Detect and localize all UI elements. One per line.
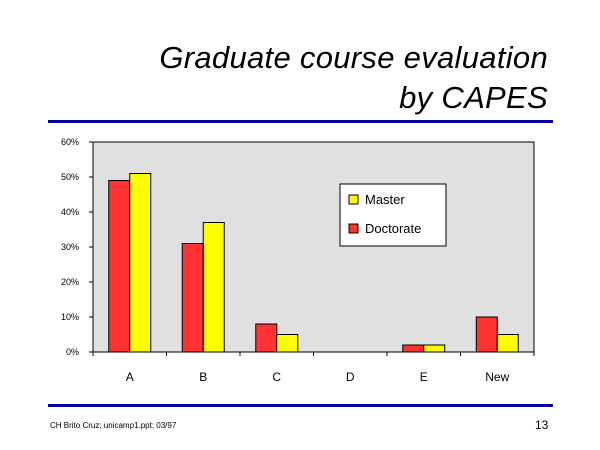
y-tick-label: 40% [61,207,79,217]
legend-label-doctorate: Doctorate [365,221,421,236]
y-tick-label: 60% [61,137,79,147]
bar-doctorate-a [108,180,131,353]
footer-credit: CH Brito Cruz; unicamp1.ppt; 03/97 [50,421,177,430]
bar-doctorate-new [475,316,498,353]
plot-area [92,141,535,353]
legend-label-master: Master [365,192,405,207]
y-tick-label: 30% [61,242,79,252]
bar-master-a [129,173,152,353]
bar-master-b [202,222,225,353]
y-tick-label: 0% [66,347,79,357]
y-tick-label: 10% [61,312,79,322]
bar-doctorate-b [181,243,204,353]
title-divider [48,120,553,123]
slide-title-line-2: by CAPES [399,80,548,115]
bar-master-new [496,334,519,353]
bar-doctorate-c [255,323,278,353]
x-tick-label: C [272,370,281,384]
y-tick-label: 20% [61,277,79,287]
y-tick-label: 50% [61,172,79,182]
legend-box [339,183,447,247]
page-number: 13 [535,418,549,432]
legend-swatch-master [348,194,359,205]
bar-master-c [276,334,299,353]
slide-title-line-1: Graduate course evaluation [159,40,548,75]
footer-divider [48,404,553,407]
x-tick-label: E [420,370,428,384]
x-tick-label: D [346,370,355,384]
bar-master-e [423,344,446,353]
x-tick-label: New [485,370,509,384]
x-tick-label: A [126,370,134,384]
x-tick-label: B [199,370,207,384]
bar-doctorate-e [402,344,425,353]
legend-swatch-doctorate [348,223,359,234]
